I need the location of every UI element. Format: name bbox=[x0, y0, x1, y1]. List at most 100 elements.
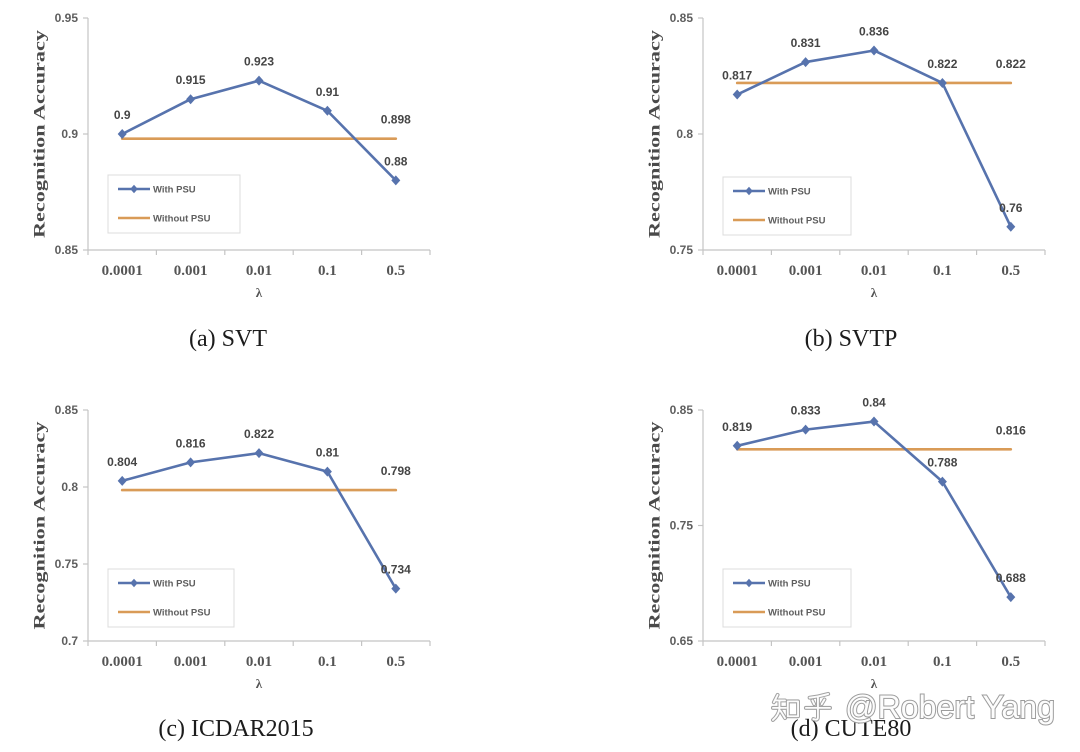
logo-glyph-fill bbox=[804, 693, 831, 721]
y-tick-label: 0.75 bbox=[670, 519, 694, 533]
x-tick-label: 0.01 bbox=[861, 654, 887, 670]
x-tick-label: 0.1 bbox=[318, 263, 337, 279]
y-axis-label: Recognition Accuracy bbox=[647, 422, 664, 630]
data-label: 0.822 bbox=[927, 57, 957, 71]
data-label: 0.76 bbox=[999, 201, 1023, 215]
legend-label: Without PSU bbox=[153, 608, 211, 619]
chart-panel-svt: 0.85 0.9 0.95 0.0001 0.001 0.01 0.1 0.5 λ Recogni… bbox=[32, 11, 431, 352]
data-point-marker bbox=[117, 475, 127, 486]
x-tick-label: 0.001 bbox=[789, 263, 823, 279]
data-label: 0.734 bbox=[381, 563, 411, 577]
data-point-marker bbox=[391, 175, 401, 186]
data-label: 0.915 bbox=[176, 73, 206, 87]
y-axis-label: Recognition Accuracy bbox=[32, 30, 49, 238]
series-layer bbox=[732, 45, 1016, 232]
x-tick-label: 0.0001 bbox=[717, 654, 758, 670]
data-label-layer: 0.798 0.804 0.816 0.822 0.81 0.734 bbox=[107, 427, 411, 577]
data-point-marker bbox=[801, 424, 811, 435]
legend-box bbox=[722, 568, 852, 628]
data-label: 0.923 bbox=[244, 55, 274, 69]
legend-box bbox=[107, 568, 235, 628]
chart-panel-icdar2015: 0.7 0.75 0.8 0.85 0.0001 0.001 0.01 0.1 0.5 λ Reco… bbox=[32, 403, 431, 742]
legend: With PSU Without PSU bbox=[107, 174, 241, 234]
legend: With PSU Without PSU bbox=[722, 176, 852, 236]
data-label: 0.816 bbox=[996, 423, 1026, 437]
data-point-marker bbox=[869, 45, 879, 56]
y-axis-label: Recognition Accuracy bbox=[647, 30, 664, 238]
y-tick-label: 0.8 bbox=[676, 127, 693, 141]
x-tick-label: 0.5 bbox=[1001, 654, 1020, 670]
legend-marker bbox=[130, 578, 138, 588]
data-label-layer: 0.816 0.819 0.833 0.84 0.788 0.688 bbox=[722, 396, 1026, 586]
legend: With PSU Without PSU bbox=[722, 568, 852, 628]
y-tick-label: 0.85 bbox=[670, 403, 694, 417]
legend-label: With PSU bbox=[768, 579, 811, 590]
x-tick-label: 0.1 bbox=[933, 654, 952, 670]
data-point-marker bbox=[322, 105, 332, 116]
series-layer bbox=[117, 75, 401, 186]
data-label-layer: 0.822 0.817 0.831 0.836 0.822 0.76 bbox=[722, 24, 1026, 214]
data-point-marker bbox=[254, 448, 264, 459]
x-axis-label: λ bbox=[871, 676, 878, 691]
legend-label: With PSU bbox=[153, 185, 196, 196]
legend-label: Without PSU bbox=[768, 608, 826, 619]
series-line-with-psu bbox=[120, 451, 398, 590]
data-point-marker bbox=[732, 89, 742, 100]
data-label: 0.9 bbox=[114, 108, 131, 122]
data-point-marker bbox=[186, 457, 196, 468]
y-tick-label: 0.85 bbox=[670, 11, 694, 25]
data-label: 0.688 bbox=[996, 571, 1026, 585]
data-point-marker bbox=[254, 75, 264, 86]
y-axis-label: Recognition Accuracy bbox=[32, 422, 49, 630]
chart-caption: (b) SVTP bbox=[805, 326, 898, 352]
x-tick-label: 0.0001 bbox=[102, 263, 143, 279]
data-point-marker bbox=[1006, 221, 1016, 232]
x-tick-label: 0.01 bbox=[246, 263, 272, 279]
data-point-marker bbox=[937, 77, 947, 88]
y-tick-label: 0.7 bbox=[61, 634, 78, 648]
y-tick-label: 0.8 bbox=[61, 480, 78, 494]
data-label: 0.817 bbox=[722, 69, 752, 83]
y-tick-label: 0.85 bbox=[55, 243, 79, 257]
data-label: 0.91 bbox=[316, 85, 340, 99]
x-tick-label: 0.001 bbox=[789, 654, 823, 670]
legend-label: With PSU bbox=[768, 187, 811, 198]
data-label: 0.816 bbox=[176, 436, 206, 450]
legend-label: With PSU bbox=[153, 579, 196, 590]
legend-marker bbox=[745, 578, 753, 588]
data-point-marker bbox=[117, 129, 127, 139]
watermark-handle: @Robert Yang bbox=[845, 689, 1055, 725]
series-layer bbox=[117, 448, 401, 594]
watermark: @Robert Yang bbox=[770, 688, 1056, 726]
chart-panel-cute80: 0.65 0.75 0.85 0.0001 0.001 0.01 0.1 0.5 λ Recogn… bbox=[647, 396, 1046, 742]
x-tick-label: 0.5 bbox=[386, 654, 405, 670]
data-point-marker bbox=[186, 94, 196, 105]
data-point-marker bbox=[1006, 592, 1016, 603]
data-label: 0.88 bbox=[384, 154, 408, 168]
y-tick-label: 0.95 bbox=[55, 11, 79, 25]
data-point-marker bbox=[869, 416, 879, 427]
data-label: 0.84 bbox=[862, 396, 886, 410]
logo-glyph-fill bbox=[772, 693, 799, 721]
zhihu-logo-glyph-zhi bbox=[770, 692, 800, 722]
x-tick-label: 0.001 bbox=[174, 654, 208, 670]
legend-box bbox=[107, 174, 241, 234]
data-label: 0.822 bbox=[244, 427, 274, 441]
legend-label: Without PSU bbox=[153, 214, 211, 225]
x-tick-label: 0.0001 bbox=[102, 654, 143, 670]
data-label: 0.788 bbox=[927, 456, 957, 470]
legend-box bbox=[722, 176, 852, 236]
data-label: 0.836 bbox=[859, 24, 889, 38]
x-tick-label: 0.01 bbox=[861, 263, 887, 279]
x-tick-label: 0.1 bbox=[318, 654, 337, 670]
legend-marker bbox=[745, 186, 753, 196]
x-tick-label: 0.5 bbox=[1001, 263, 1020, 279]
chart-caption: (d) CUTE80 bbox=[791, 716, 912, 742]
zhihu-logo-icon bbox=[770, 691, 832, 722]
data-label: 0.798 bbox=[381, 464, 411, 478]
series-layer bbox=[732, 416, 1016, 603]
chart-caption: (c) ICDAR2015 bbox=[158, 716, 313, 742]
x-axis-label: λ bbox=[256, 285, 263, 300]
y-tick-label: 0.65 bbox=[670, 634, 694, 648]
